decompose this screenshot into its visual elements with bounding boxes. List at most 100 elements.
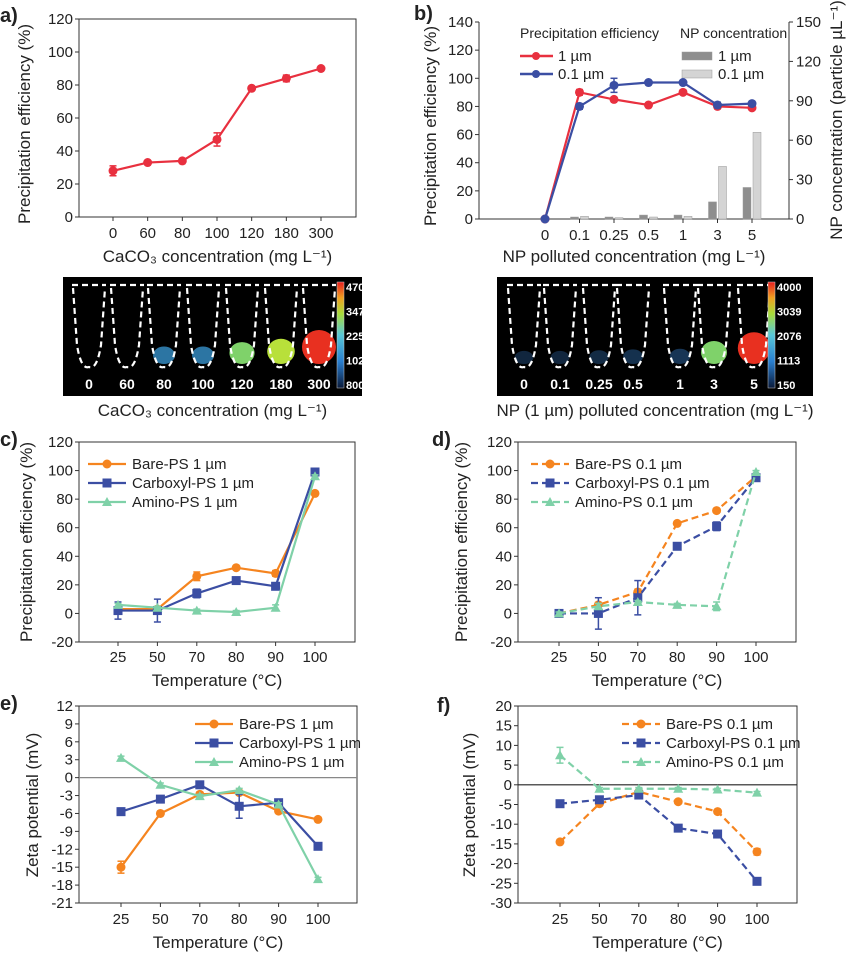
y-tick-label: -20 — [490, 634, 512, 651]
x-tick-label: 100 — [302, 649, 327, 666]
data-point — [752, 847, 762, 857]
chart-panel-c: c) -20 0 20 40 60 80 100 120 25 50 70 80 90 100 Tempera… — [0, 429, 356, 690]
legend-marker — [209, 757, 219, 766]
colorbar-label: 2250 — [346, 331, 370, 343]
y-tick-label: 15 — [495, 718, 512, 735]
legend-label: Bare-PS 0.1 µm — [575, 456, 682, 473]
data-point — [609, 80, 619, 90]
data-point — [632, 597, 643, 606]
y-right-tick-label: 0 — [796, 211, 804, 228]
data-point — [108, 166, 118, 176]
data-point — [155, 794, 165, 804]
data-point — [231, 607, 242, 616]
bar — [683, 216, 693, 220]
tube-outline — [109, 283, 145, 369]
bar — [708, 201, 717, 220]
y-tick-label: 100 — [48, 463, 73, 480]
colorbar-label: 2076 — [777, 331, 801, 343]
fluorescence-signal — [589, 350, 609, 364]
x-tick-label: 50 — [590, 649, 607, 666]
legend-label: Bare-PS 0.1 µm — [666, 716, 773, 733]
data-point — [594, 795, 604, 805]
y-tick-label: 120 — [448, 42, 473, 59]
legend-marker — [102, 497, 112, 506]
y-tick-label: -25 — [490, 875, 512, 892]
legend-marker — [545, 478, 555, 488]
series-line — [118, 492, 316, 611]
y-tick-label: 6 — [65, 734, 73, 751]
tube-outline — [263, 283, 299, 369]
y-tick-label: 0 — [465, 211, 473, 228]
legend-label: Carboxyl-PS 1 µm — [239, 735, 361, 752]
y-tick-label: 60 — [56, 520, 73, 537]
data-point — [155, 779, 166, 789]
y-right-tick-label: 90 — [796, 93, 813, 110]
panel-label: b) — [414, 3, 433, 25]
image-caption: CaCO₃ concentration (mg L⁻¹) — [98, 401, 327, 420]
x-tick-label: 120 — [239, 225, 264, 242]
y-tick-label: -6 — [60, 805, 73, 822]
chart-panel-b: b) 0 20 40 60 80 100 120 140 0 0.1 0.25 0.5 1 3 5 NP pol… — [414, 0, 846, 266]
data-point — [555, 837, 565, 847]
x-tick-label: 90 — [270, 911, 287, 928]
data-point — [313, 841, 323, 851]
legend-label: Amino-PS 1 µm — [239, 754, 344, 771]
data-point — [575, 87, 584, 97]
data-point — [194, 791, 205, 801]
tube-label: 1 — [676, 376, 684, 392]
data-point — [234, 801, 244, 811]
y-axis-title: Precipitation efficiency (%) — [421, 26, 440, 226]
legend-title: NP concentration — [680, 25, 787, 41]
x-tick-label: 100 — [204, 225, 229, 242]
fluorescence-signal — [229, 342, 255, 364]
tube-outline — [662, 283, 698, 369]
x-axis-title: Temperature (°C) — [592, 671, 723, 690]
tube-label: 300 — [307, 376, 331, 392]
x-axis-title: Temperature (°C) — [152, 671, 283, 690]
data-point — [712, 521, 722, 531]
panel-label: a) — [0, 5, 18, 27]
colorbar-label: 150 — [777, 380, 795, 392]
legend-marker — [209, 738, 219, 748]
y-tick-label: -10 — [490, 816, 512, 833]
data-point — [672, 599, 683, 609]
series-line — [558, 475, 757, 615]
y-tick-label: -30 — [490, 895, 512, 912]
data-point — [678, 87, 688, 97]
y-tick-label: 80 — [56, 491, 73, 508]
data-point — [113, 599, 123, 609]
y-tick-label: 80 — [495, 491, 512, 508]
legend-label: Amino-PS 1 µm — [132, 494, 237, 511]
y-tick-label: 80 — [456, 98, 473, 115]
panel-label: f) — [437, 695, 450, 717]
y-tick-label: -20 — [490, 856, 512, 873]
data-point — [271, 568, 281, 578]
y-tick-label: 5 — [504, 757, 512, 774]
tube-label: 60 — [119, 376, 135, 392]
data-point — [752, 787, 762, 797]
legend-label: Carboxyl-PS 0.1 µm — [575, 475, 710, 492]
y-tick-label: 60 — [456, 127, 473, 144]
series-line — [559, 477, 757, 615]
x-tick-label: 0 — [109, 225, 117, 242]
chart-panel-f: f) -30 -25 -20 -15 -10 -5 0 5 10 15 20 25 50 70 80 90 100… — [437, 695, 801, 952]
bar — [742, 187, 752, 220]
data-point — [281, 73, 291, 83]
tube-outline — [581, 283, 617, 369]
data-point — [644, 100, 653, 110]
data-point — [234, 785, 245, 795]
y-tick-label: -5 — [499, 797, 512, 814]
data-point — [310, 471, 320, 481]
bar — [580, 216, 589, 220]
data-point — [672, 518, 682, 528]
y-tick-label: 40 — [56, 143, 73, 160]
legend-swatch — [681, 51, 713, 61]
data-point — [673, 823, 683, 833]
data-point — [540, 214, 550, 224]
y-tick-label: 20 — [495, 577, 512, 594]
fluorescence-signal — [514, 350, 534, 365]
tube-label: 80 — [156, 376, 172, 392]
fluorescence-signal — [267, 338, 295, 364]
data-point — [575, 101, 584, 111]
x-tick-label: 25 — [551, 649, 568, 666]
